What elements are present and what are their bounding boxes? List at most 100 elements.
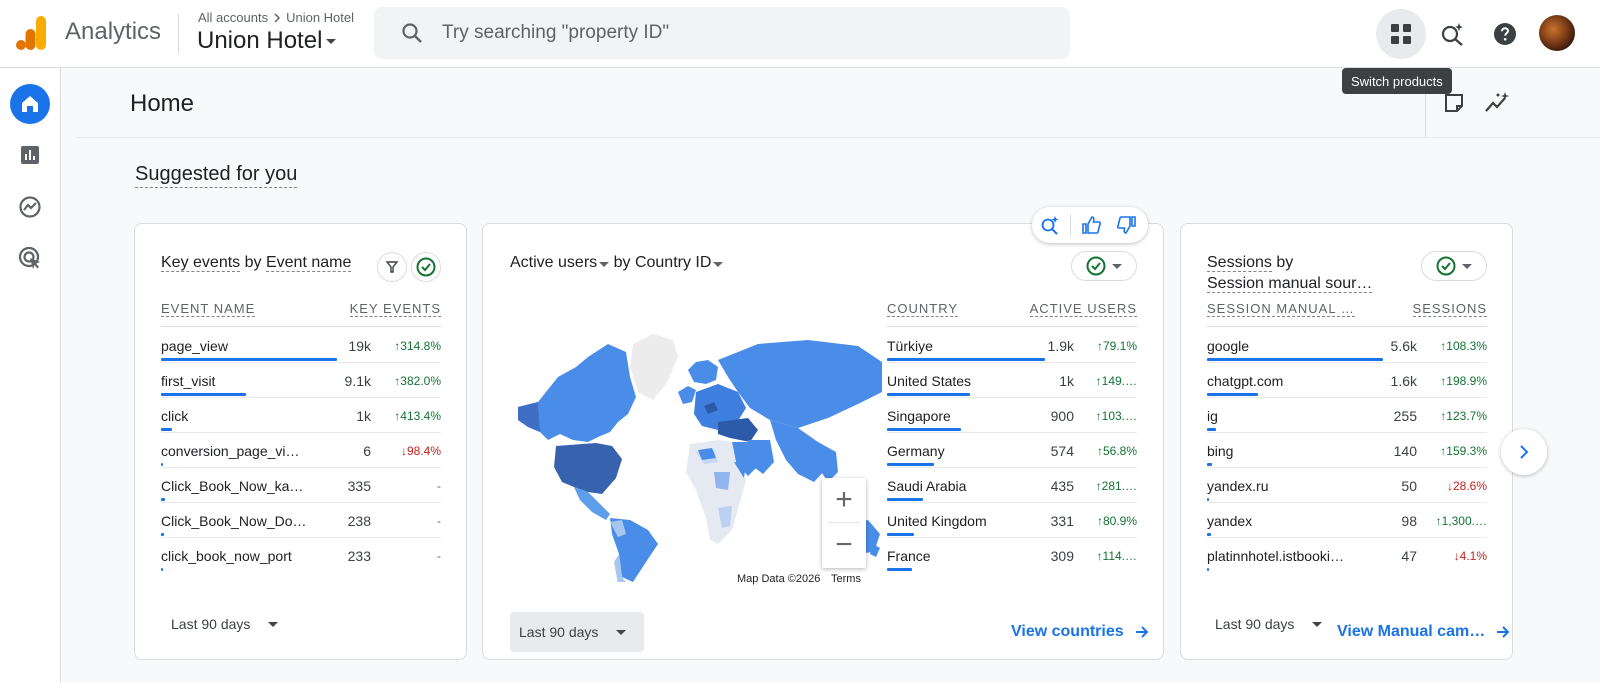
metric-selector[interactable]: Active users (510, 254, 610, 271)
nav-home[interactable] (10, 84, 50, 124)
column-header[interactable]: EVENT NAME (161, 301, 256, 317)
row-change: - (437, 549, 441, 563)
row-value: 5.6k (1390, 338, 1417, 354)
divider (76, 137, 1600, 138)
dimension-selector[interactable]: Country ID (634, 254, 724, 271)
view-countries-link[interactable]: View countries (1011, 623, 1150, 641)
column-header[interactable]: COUNTRY (887, 301, 959, 317)
insights-button[interactable] (1484, 90, 1510, 116)
table-row[interactable]: Saudi Arabia 435 ↑281.… (887, 468, 1137, 503)
row-change: ↑413.4% (394, 409, 441, 423)
column-header[interactable]: KEY EVENTS (349, 301, 441, 317)
view-manual-campaigns-link[interactable]: View Manual cam… (1337, 623, 1511, 641)
row-bar (887, 393, 970, 396)
nav-explore[interactable] (10, 187, 50, 227)
table-row[interactable]: United States 1k ↑149.… (887, 363, 1137, 398)
account-avatar[interactable] (1539, 15, 1575, 51)
table: COUNTRY ACTIVE USERS Türkiye 1.9k ↑79.1% Un… (887, 301, 1137, 581)
ask-insights-button[interactable] (1032, 207, 1068, 243)
section-title[interactable]: Suggested for you (135, 163, 298, 188)
arrow-right-icon (1135, 626, 1149, 638)
table-row[interactable]: chatgpt.com 1.6k ↑198.9% (1207, 363, 1487, 398)
chevron-right-icon (1520, 445, 1529, 459)
table-row[interactable]: google 5.6k ↑108.3% (1207, 328, 1487, 363)
row-bar (161, 463, 163, 466)
thumbs-up-button[interactable] (1073, 207, 1109, 243)
row-label: chatgpt.com (1207, 373, 1284, 389)
thumbs-down-button[interactable] (1109, 207, 1145, 243)
metric-label[interactable]: Key events (161, 254, 241, 272)
table-row[interactable]: yandex.ru 50 ↓28.6% (1207, 468, 1487, 503)
table-row[interactable]: platinnhotel.istbooki… 47 ↓4.1% (1207, 538, 1487, 573)
row-label: France (887, 548, 931, 564)
table-row[interactable]: United Kingdom 331 ↑80.9% (887, 503, 1137, 538)
column-header[interactable]: ACTIVE USERS (1029, 301, 1137, 317)
notes-button[interactable] (1441, 90, 1467, 116)
row-label: United Kingdom (887, 513, 987, 529)
check-circle-icon (1436, 256, 1456, 276)
column-header[interactable]: SESSION MANUAL … (1207, 301, 1355, 317)
dimension-label[interactable]: Session manual sour… (1207, 275, 1373, 293)
date-range-dropdown[interactable]: Last 90 days (1215, 616, 1323, 632)
row-change: ↑114.… (1096, 549, 1137, 563)
row-value: 435 (1050, 478, 1074, 494)
search-insights-button[interactable] (1428, 9, 1478, 59)
world-map[interactable] (518, 322, 882, 582)
table-row[interactable]: Germany 574 ↑56.8% (887, 433, 1137, 468)
map-terms-link[interactable]: Terms (831, 573, 861, 585)
search-bar[interactable] (374, 7, 1070, 59)
row-value: 6 (363, 443, 371, 459)
arrow-right-icon (1497, 626, 1510, 638)
table-row[interactable]: Click_Book_Now_kar… 335 - (161, 468, 441, 503)
column-header[interactable]: SESSIONS (1412, 301, 1487, 317)
row-label: yandex.ru (1207, 478, 1269, 494)
table-row[interactable]: Singapore 900 ↑103.… (887, 398, 1137, 433)
zoom-in-button[interactable]: + (835, 483, 853, 516)
status-button[interactable] (411, 252, 441, 282)
row-bar (161, 498, 165, 501)
metric-label[interactable]: Sessions (1207, 254, 1272, 272)
next-cards-button[interactable] (1501, 429, 1547, 475)
zoom-out-button[interactable]: − (835, 528, 853, 561)
status-dropdown[interactable] (1071, 251, 1137, 281)
table-row[interactable]: ig 255 ↑123.7% (1207, 398, 1487, 433)
switch-products-button[interactable] (1376, 9, 1426, 59)
row-value: 98 (1401, 513, 1417, 529)
property-selector[interactable]: Union Hotel (197, 27, 337, 55)
status-dropdown[interactable] (1421, 251, 1487, 281)
table-row[interactable]: Click_Book_Now_Dor… 238 - (161, 503, 441, 538)
card-title: Sessions by Session manual sour… (1207, 252, 1387, 294)
nav-reports[interactable] (10, 135, 50, 175)
app-name: Analytics (65, 18, 162, 45)
breadcrumb[interactable]: All accounts Union Hotel (198, 10, 354, 25)
filter-button[interactable] (377, 252, 407, 282)
analytics-logo-icon[interactable] (16, 16, 46, 50)
table-row[interactable]: first_visit 9.1k ↑382.0% (161, 363, 441, 398)
date-range-dropdown[interactable]: Last 90 days (510, 612, 645, 652)
table-row[interactable]: click_book_now_port 233 - (161, 538, 441, 573)
row-label: first_visit (161, 373, 216, 389)
row-label: Singapore (887, 408, 951, 424)
row-change: ↓98.4% (400, 444, 441, 458)
row-value: 1k (1059, 373, 1074, 389)
dimension-label[interactable]: Event name (265, 254, 352, 272)
search-input[interactable] (442, 22, 1002, 44)
table-row[interactable]: page_view 19k ↑314.8% (161, 328, 441, 363)
date-range-dropdown[interactable]: Last 90 days (171, 616, 279, 632)
row-value: 1k (356, 408, 371, 424)
nav-advertising[interactable] (10, 238, 50, 278)
breadcrumb-child[interactable]: Union Hotel (286, 10, 355, 25)
dimension-label: Country ID (634, 254, 712, 271)
table-row[interactable]: France 309 ↑114.… (887, 538, 1137, 573)
by-label: by (613, 254, 631, 271)
table-row[interactable]: Türkiye 1.9k ↑79.1% (887, 328, 1137, 363)
help-button[interactable] (1480, 9, 1530, 59)
breadcrumb-parent[interactable]: All accounts (198, 10, 269, 25)
table-row[interactable]: bing 140 ↑159.3% (1207, 433, 1487, 468)
table-row[interactable]: yandex 98 ↑1,300.… (1207, 503, 1487, 538)
row-change: ↓4.1% (1453, 549, 1487, 563)
map-regions (518, 334, 882, 582)
table-row[interactable]: click 1k ↑413.4% (161, 398, 441, 433)
row-label: Click_Book_Now_kar… (161, 478, 307, 494)
table-row[interactable]: conversion_page_vie… 6 ↓98.4% (161, 433, 441, 468)
